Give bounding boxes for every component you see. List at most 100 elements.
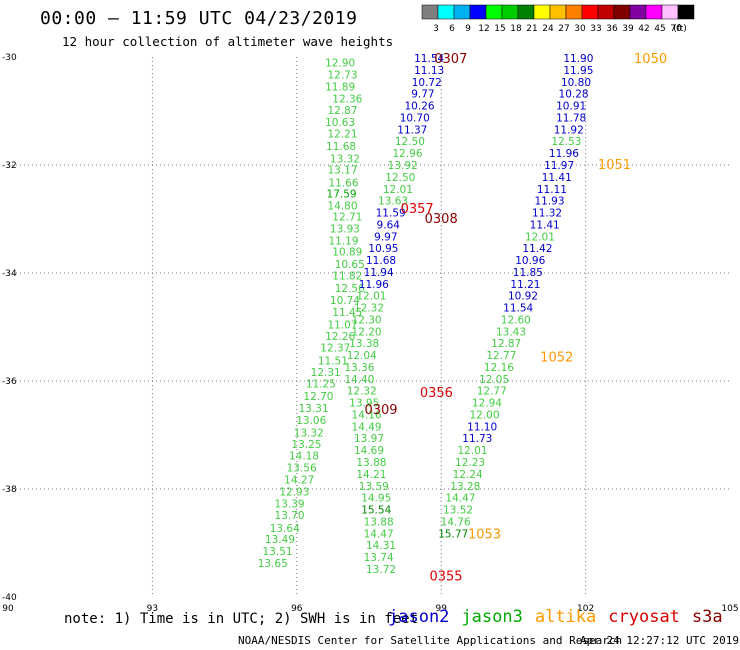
wave-height-label: 12.90 (325, 57, 355, 69)
wave-height-label: 15.54 (361, 505, 391, 517)
wave-height-label: 10.28 (559, 89, 589, 101)
legend-swatch (485, 4, 503, 20)
sat-altika: altika (534, 607, 597, 627)
wave-height-label: 10.91 (556, 101, 586, 113)
wave-height-label: 14.49 (352, 421, 382, 433)
wave-height-label: 11.59 (376, 208, 406, 220)
wave-height-label: 11.21 (510, 279, 540, 291)
wave-height-label: 12.36 (332, 94, 362, 106)
legend-bin-label: 3 (433, 24, 439, 34)
wave-height-label: 17.59 (327, 189, 357, 201)
wave-height-label: 11.89 (325, 82, 355, 94)
wave-height-label: 11.97 (544, 160, 574, 172)
wave-height-label: 13.28 (450, 481, 480, 493)
legend-bin-label: 30 (574, 24, 586, 34)
legend-swatch (661, 4, 679, 20)
timestamp-text: Apr 24 12:27:12 UTC 2019 (580, 634, 739, 647)
wave-height-label: 11.32 (532, 208, 562, 220)
wave-height-label: 13.95 (349, 398, 379, 410)
wave-height-label: 13.64 (270, 523, 300, 535)
legend-unit: (ft) (673, 24, 687, 34)
track-id-label: 1051 (598, 158, 631, 173)
wave-height-label: 13.32 (330, 154, 360, 166)
wave-height-label: 9.64 (377, 219, 401, 231)
wave-height-label: 11.85 (513, 267, 543, 279)
legend-swatch (517, 4, 535, 20)
chart-subtitle: 12 hour collection of altimeter wave hei… (62, 34, 394, 49)
wave-height-label: 12.53 (551, 136, 581, 148)
wave-height-label: 13.59 (359, 481, 389, 493)
track-id-label: 1052 (540, 351, 573, 366)
wave-height-label: 11.92 (554, 124, 584, 136)
y-tick-label: -30 (2, 53, 17, 63)
wave-height-label: 13.36 (344, 362, 374, 374)
track-id-label: 0357 (401, 202, 434, 217)
x-tick-label: 102 (577, 604, 594, 614)
wave-height-label: 11.73 (462, 433, 492, 445)
wave-height-label: 13.31 (299, 403, 329, 415)
legend-swatch (677, 4, 695, 20)
legend-swatch (581, 4, 599, 20)
legend-swatch (437, 4, 455, 20)
wave-height-label: 13.25 (291, 439, 321, 451)
wave-height-label: 10.65 (335, 259, 365, 271)
legend-swatch (549, 4, 567, 20)
wave-height-label: 13.17 (327, 164, 357, 176)
wave-height-label: 11.66 (328, 177, 358, 189)
track-id-label: 1053 (468, 527, 501, 542)
wave-height-label: 11.68 (326, 141, 356, 153)
note-text: note: 1) Time is in UTC; 2) SWH is in fe… (64, 611, 419, 627)
wave-height-label: 11.68 (366, 255, 396, 267)
wave-height-label: 10.92 (508, 291, 538, 303)
wave-height-label: 14.69 (354, 445, 384, 457)
sat-cryosat: cryosat (608, 607, 680, 627)
wave-height-label: 12.01 (457, 445, 487, 457)
track-id-label: 0307 (434, 52, 467, 67)
wave-height-label: 14.18 (289, 451, 319, 463)
wave-height-label: 12.96 (392, 148, 422, 160)
y-tick-label: -34 (2, 269, 17, 279)
wave-height-label: 13.93 (330, 224, 360, 236)
wave-height-label: 12.04 (347, 350, 377, 362)
wave-height-label: 12.94 (472, 398, 502, 410)
wave-height-label: 12.30 (352, 314, 382, 326)
wave-height-label: 12.32 (347, 386, 377, 398)
wave-height-label: 13.97 (354, 433, 384, 445)
wave-height-label: 13.70 (275, 510, 305, 522)
wave-height-label: 11.96 (359, 279, 389, 291)
legend-swatch (533, 4, 551, 20)
legend-swatch (613, 4, 631, 20)
y-tick-label: -32 (2, 161, 17, 171)
wave-height-label: 12.05 (479, 374, 509, 386)
wave-height-label: 13.39 (275, 499, 305, 511)
legend-bin-label: 6 (449, 24, 455, 34)
wave-height-label: 13.65 (258, 558, 288, 570)
wave-height-label: 9.77 (411, 89, 434, 101)
legend-bin-label: 33 (590, 24, 601, 34)
wave-height-label: 11.45 (332, 307, 362, 319)
wave-height-label: 11.94 (364, 267, 394, 279)
wave-height-label: 14.16 (352, 409, 382, 421)
wave-height-label: 11.37 (397, 124, 427, 136)
wave-height-label: 12.70 (303, 391, 333, 403)
legend-bin-label: 27 (558, 24, 569, 34)
wave-height-label: 12.01 (525, 231, 555, 243)
wave-height-label: 11.82 (332, 271, 362, 283)
wave-height-label: 14.40 (344, 374, 374, 386)
wave-height-label: 12.50 (385, 172, 415, 184)
wave-height-label: 11.54 (414, 53, 444, 65)
wave-height-label: 14.27 (284, 474, 314, 486)
wave-height-label: 13.43 (496, 326, 526, 338)
wave-height-label: 12.73 (327, 69, 357, 81)
legend-bin-label: 70 (670, 24, 682, 34)
wave-height-label: 12.24 (453, 469, 483, 481)
wave-height-label: 13.52 (443, 505, 473, 517)
wave-height-label: 11.25 (306, 379, 336, 391)
wave-height-label: 14.21 (356, 469, 386, 481)
wave-height-label: 11.13 (414, 65, 444, 77)
legend-bin-label: 24 (542, 24, 554, 34)
wave-height-label: 11.96 (549, 148, 579, 160)
wave-height-label: 14.31 (366, 540, 396, 552)
